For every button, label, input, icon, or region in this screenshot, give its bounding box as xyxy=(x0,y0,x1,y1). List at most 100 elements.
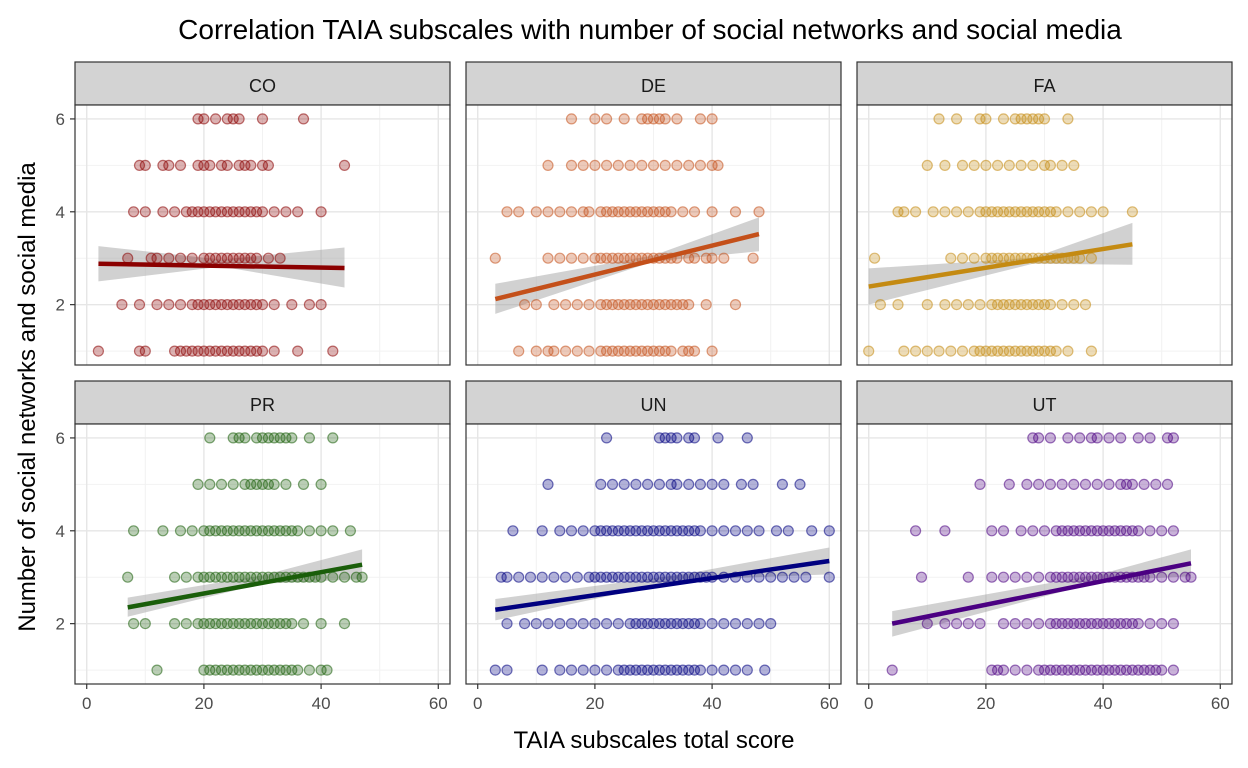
data-point xyxy=(939,159,951,171)
data-point xyxy=(1009,664,1021,676)
data-point xyxy=(624,617,636,630)
data-point xyxy=(671,159,683,171)
data-point xyxy=(233,299,245,311)
data-point xyxy=(991,345,1004,357)
data-point xyxy=(729,525,742,537)
data-point xyxy=(653,299,666,311)
data-point xyxy=(192,113,204,125)
data-point xyxy=(186,299,198,311)
data-point xyxy=(268,345,280,357)
data-point xyxy=(933,345,945,357)
data-point xyxy=(262,432,274,444)
y-tick-label: 2 xyxy=(56,615,65,634)
data-point xyxy=(210,252,222,264)
data-point xyxy=(548,299,560,311)
data-point xyxy=(956,252,969,264)
data-point xyxy=(600,159,613,171)
data-point xyxy=(1103,478,1115,490)
panel-un: UN 0 20 40 60 xyxy=(465,380,842,713)
data-point xyxy=(92,345,105,357)
data-point xyxy=(718,664,730,676)
data-point xyxy=(1144,664,1156,676)
data-point xyxy=(583,206,595,218)
data-point xyxy=(1038,345,1051,357)
data-point xyxy=(204,299,216,311)
data-point xyxy=(694,525,707,537)
data-point xyxy=(577,252,589,264)
data-point xyxy=(968,159,980,171)
data-point xyxy=(227,206,239,218)
data-point xyxy=(892,299,904,311)
data-point xyxy=(180,617,192,630)
data-point xyxy=(163,159,175,171)
data-point xyxy=(577,525,589,537)
data-point xyxy=(221,159,233,171)
data-point xyxy=(1050,617,1062,630)
data-point xyxy=(1120,525,1133,537)
data-point xyxy=(618,525,630,537)
data-point xyxy=(618,664,630,676)
data-point xyxy=(1103,664,1115,676)
data-point xyxy=(1062,345,1074,357)
data-point xyxy=(1167,617,1180,630)
data-point xyxy=(204,206,216,218)
data-point xyxy=(292,525,304,537)
facet-strip xyxy=(465,61,842,106)
data-point xyxy=(671,299,683,311)
data-point xyxy=(677,345,689,357)
data-point xyxy=(186,525,198,537)
data-point xyxy=(1062,617,1074,630)
data-point xyxy=(1044,664,1057,676)
data-point xyxy=(501,617,513,630)
data-point xyxy=(1074,525,1086,537)
data-point xyxy=(297,617,310,630)
data-point xyxy=(712,432,724,444)
data-point xyxy=(997,617,1010,630)
data-point xyxy=(624,206,636,218)
data-point xyxy=(1161,432,1174,444)
data-point xyxy=(245,617,257,630)
data-point xyxy=(641,299,654,311)
data-point xyxy=(741,432,753,444)
data-point xyxy=(245,571,257,583)
data-point xyxy=(350,571,362,583)
data-point xyxy=(1079,664,1092,676)
data-point xyxy=(683,478,695,490)
data-point xyxy=(239,571,251,583)
data-point xyxy=(565,525,578,537)
data-point xyxy=(933,113,945,125)
data-point xyxy=(221,525,233,537)
data-point xyxy=(204,664,216,676)
data-point xyxy=(618,252,630,264)
data-point xyxy=(122,571,134,583)
data-point xyxy=(1109,664,1121,676)
data-point xyxy=(239,525,251,537)
data-point xyxy=(239,432,251,444)
data-point xyxy=(700,252,712,264)
data-point xyxy=(706,113,718,125)
data-point xyxy=(198,159,210,171)
data-point xyxy=(133,345,146,357)
data-point xyxy=(1150,664,1162,676)
data-point xyxy=(1167,664,1180,676)
data-point xyxy=(262,252,274,264)
data-point xyxy=(706,252,718,264)
data-point xyxy=(636,345,648,357)
data-point xyxy=(186,345,198,357)
data-point xyxy=(595,345,607,357)
data-point xyxy=(139,617,151,630)
data-point xyxy=(729,206,742,218)
data-point xyxy=(1085,664,1098,676)
data-point xyxy=(583,299,595,311)
data-point xyxy=(251,299,263,311)
data-point xyxy=(962,206,974,218)
data-point xyxy=(1027,206,1039,218)
data-point xyxy=(256,206,269,218)
data-point xyxy=(1074,206,1086,218)
data-point xyxy=(776,571,789,583)
data-point xyxy=(169,571,181,583)
data-point xyxy=(1144,525,1156,537)
data-point xyxy=(665,478,677,490)
data-point xyxy=(565,252,578,264)
data-point xyxy=(986,664,998,676)
